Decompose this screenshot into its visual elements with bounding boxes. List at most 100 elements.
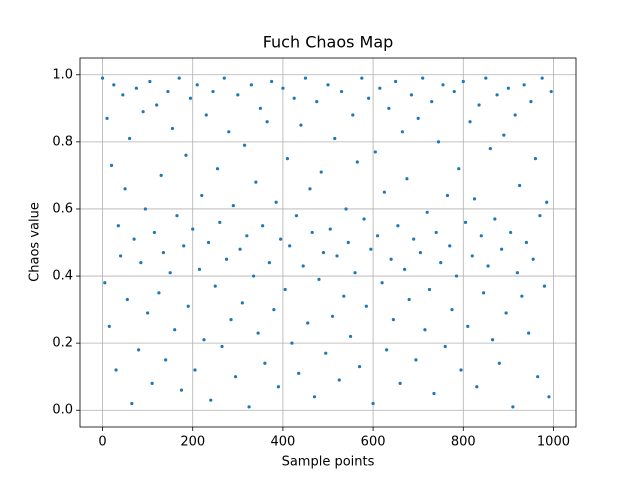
scatter-point (481, 291, 486, 295)
scatter-point (339, 89, 344, 94)
scatter-point (326, 83, 330, 87)
scatter-point (380, 281, 384, 285)
scatter-point (461, 79, 465, 84)
scatter-point (276, 385, 280, 389)
scatter-point (292, 96, 296, 100)
scatter-point (452, 89, 456, 94)
scatter-point (184, 153, 188, 157)
scatter-point (191, 227, 195, 231)
scatter-point (211, 89, 215, 94)
scatter-point (522, 83, 526, 87)
scatter-point (252, 274, 256, 278)
scatter-point (353, 271, 357, 275)
scatter-point (148, 79, 152, 84)
scatter-point (418, 250, 423, 255)
scatter-point (175, 214, 179, 218)
scatter-point (247, 405, 251, 409)
scatter-point (270, 79, 274, 84)
scatter-point (261, 224, 265, 228)
scatter-point (224, 257, 229, 261)
scatter-point (303, 76, 308, 80)
scatter-point (360, 76, 364, 80)
scatter-point (394, 79, 398, 84)
scatter-point (387, 106, 391, 110)
scatter-point (337, 378, 341, 382)
scatter-point (164, 358, 168, 362)
x-tick-label: 400 (270, 435, 295, 450)
scatter-point (495, 93, 499, 97)
scatter-point (130, 401, 134, 406)
scatter-point (524, 240, 529, 245)
scatter-point (441, 83, 445, 87)
scatter-point (351, 113, 355, 117)
scatter-point (141, 110, 145, 114)
scatter-point (256, 331, 260, 335)
scatter-point (283, 287, 287, 292)
scatter-point (238, 247, 242, 251)
scatter-point (373, 150, 377, 154)
scatter-point (549, 89, 553, 94)
scatter-point (161, 250, 166, 255)
scatter-point (139, 261, 143, 265)
scatter-point (317, 277, 321, 281)
scatter-point (193, 368, 197, 372)
scatter-point (400, 130, 404, 134)
scatter-point (403, 267, 407, 271)
scatter-point (315, 100, 319, 104)
scatter-point (509, 230, 513, 235)
scatter-point (297, 371, 301, 375)
scatter-point (536, 375, 540, 379)
scatter-point (202, 338, 206, 342)
scatter-point (328, 227, 332, 231)
scatter-point (294, 214, 299, 218)
chart-title: Fuch Chaos Map (263, 33, 394, 52)
scatter-point (407, 297, 411, 302)
scatter-point (155, 103, 159, 107)
scatter-point (427, 287, 432, 292)
scatter-point (114, 368, 118, 372)
scatter-point (335, 254, 339, 258)
scatter-point (125, 297, 129, 302)
scatter-point (376, 234, 380, 238)
x-tick-label: 800 (451, 435, 476, 450)
scatter-point (385, 348, 389, 352)
scatter-point (152, 230, 156, 235)
scatter-point (312, 395, 317, 399)
scatter-point (245, 234, 249, 238)
scatter-point (170, 126, 175, 131)
scatter-point (436, 140, 441, 144)
scatter-point (299, 123, 303, 127)
y-tick-label: 0.8 (52, 134, 73, 149)
scatter-point (128, 136, 132, 141)
scatter-point (529, 100, 533, 104)
scatter-point (321, 250, 326, 255)
scatter-point (378, 86, 382, 90)
scatter-point (344, 207, 348, 211)
scatter-point (123, 187, 127, 191)
scatter-point (484, 76, 488, 80)
scatter-point (506, 86, 510, 90)
scatter-point (459, 368, 463, 372)
scatter-point (204, 113, 208, 117)
scatter-point (103, 281, 107, 285)
scatter-point (206, 240, 211, 245)
scatter-point (150, 381, 154, 385)
scatter-point (472, 197, 477, 201)
scatter-point (493, 217, 497, 221)
scatter-point (306, 321, 310, 325)
scatter-point (215, 167, 220, 171)
scatter-point (518, 183, 522, 188)
plot-area (80, 58, 576, 427)
scatter-point (274, 200, 278, 204)
y-axis-label: Chaos value (28, 202, 43, 282)
scatter-point (137, 348, 141, 352)
scatter-point (105, 116, 109, 120)
scatter-point (421, 76, 425, 80)
scatter-point (398, 381, 402, 385)
scatter-point (364, 304, 368, 308)
scatter-point (533, 157, 538, 161)
scatter-point (290, 341, 294, 345)
scatter-point (355, 160, 359, 164)
scatter-point (405, 177, 409, 181)
